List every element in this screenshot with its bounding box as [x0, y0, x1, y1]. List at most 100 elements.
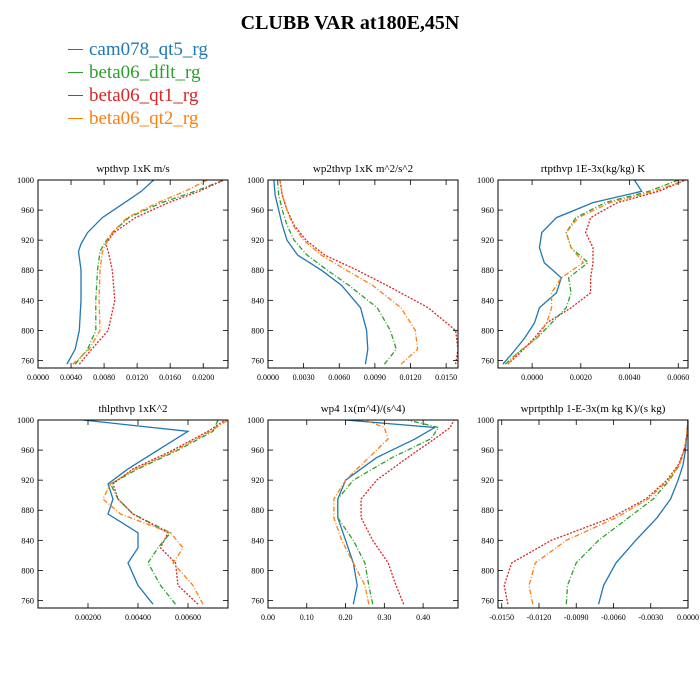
chart-panel: wpthvp 1xK m/s 760 800 840 880 920 960 1000 0.00…	[17, 163, 229, 382]
y-tick-label: 800	[251, 565, 264, 575]
chart-panel: wp4 1x(m^4)/(s^4) 760 800 840 880 920 960 1000 0…	[247, 403, 459, 622]
y-tick-label: 800	[481, 325, 494, 335]
legend-label: beta06_qt1_rg	[89, 85, 199, 106]
series-group	[502, 180, 686, 365]
y-tick-label: 800	[21, 565, 34, 575]
series-line	[337, 420, 440, 605]
legend-swatch	[68, 118, 83, 119]
series-line	[82, 420, 190, 605]
x-tick-label: 0.0120	[126, 373, 148, 382]
series-line	[102, 420, 228, 605]
x-tick-label: 0.00	[261, 613, 275, 622]
x-tick-label: 0.0200	[192, 373, 214, 382]
series-line	[528, 420, 688, 605]
panel-title: thlpthvp 1xK^2	[98, 403, 167, 415]
panel-title: rtpthvp 1E-3x(kg/kg) K	[541, 163, 646, 175]
y-tick-label: 880	[481, 265, 494, 275]
x-tick-label: 0.40	[416, 613, 430, 622]
x-tick-label: 0.0030	[293, 373, 315, 382]
x-tick-label: -0.0150	[489, 613, 514, 622]
series-line	[565, 420, 688, 605]
series-line	[504, 180, 679, 365]
y-tick-label: 840	[21, 535, 34, 545]
legend-entry: beta06_qt2_rg	[68, 107, 208, 130]
panel-title: wpthvp 1xK m/s	[96, 163, 169, 175]
x-tick-label: 0.0090	[364, 373, 386, 382]
series-group	[333, 420, 455, 605]
series-line	[276, 180, 398, 365]
x-tick-label: 0.00400	[125, 613, 151, 622]
chart-panel: thlpthvp 1xK^2 760 800 840 880 920 960 1000 0.00…	[17, 403, 229, 622]
y-tick-label: 880	[481, 505, 494, 515]
x-tick-label: 0.20	[339, 613, 353, 622]
chart-panel: wprtpthlp 1-E-3x(m kg K)/(s kg) 760 800 840…	[477, 403, 699, 622]
legend-entry: beta06_qt1_rg	[68, 84, 208, 107]
series-line	[66, 180, 155, 365]
y-tick-label: 920	[481, 235, 494, 245]
x-tick-label: 0.00200	[75, 613, 101, 622]
series-line	[74, 180, 225, 365]
chart-panel: rtpthvp 1E-3x(kg/kg) K 760 800 840 880 920 960…	[477, 163, 689, 382]
x-tick-label: 0.0160	[159, 373, 181, 382]
legend-label: beta06_qt2_rg	[89, 108, 199, 129]
x-tick-label: -0.0060	[601, 613, 626, 622]
x-tick-label: 0.0060	[328, 373, 350, 382]
plot-frame	[267, 179, 459, 369]
x-tick-label: 0.0060	[667, 373, 689, 382]
y-tick-label: 800	[251, 325, 264, 335]
x-tick-label: 0.0000	[257, 373, 279, 382]
series-line	[333, 420, 389, 605]
y-tick-label: 840	[251, 535, 264, 545]
y-tick-label: 1000	[17, 175, 34, 185]
x-tick-label: -0.0090	[564, 613, 589, 622]
y-tick-label: 1000	[17, 415, 34, 425]
x-tick-label: 0.0000	[677, 613, 699, 622]
series-line	[597, 420, 688, 605]
y-tick-label: 960	[21, 205, 34, 215]
series-line	[279, 180, 419, 365]
series-group	[66, 180, 225, 365]
series-group	[82, 420, 228, 605]
y-tick-label: 760	[481, 595, 494, 605]
x-tick-label: -0.0030	[638, 613, 663, 622]
legend-entry: cam078_qt5_rg	[68, 38, 208, 61]
series-group	[503, 420, 688, 605]
y-tick-label: 880	[21, 265, 34, 275]
y-tick-label: 920	[21, 235, 34, 245]
figure-title: CLUBB VAR at180E,45N	[240, 12, 460, 34]
y-tick-label: 920	[21, 475, 34, 485]
series-line	[112, 420, 226, 605]
y-tick-label: 760	[251, 355, 264, 365]
series-line	[507, 180, 686, 365]
panel-title: wp2thvp 1xK m^2/s^2	[313, 163, 413, 175]
y-tick-label: 840	[21, 295, 34, 305]
panel-title: wp4 1x(m^4)/(s^4)	[321, 403, 406, 415]
legend-swatch	[68, 95, 83, 96]
y-tick-label: 960	[481, 205, 494, 215]
series-line	[109, 420, 219, 605]
series-line	[360, 420, 455, 605]
y-tick-label: 880	[21, 505, 34, 515]
y-tick-label: 800	[21, 325, 34, 335]
x-tick-label: -0.0120	[527, 613, 552, 622]
series-line	[279, 180, 458, 365]
y-tick-label: 760	[251, 595, 264, 605]
x-tick-label: 0.0120	[400, 373, 422, 382]
y-tick-label: 920	[251, 475, 264, 485]
legend-label: cam078_qt5_rg	[89, 39, 208, 60]
series-group	[273, 180, 458, 365]
y-tick-label: 840	[481, 535, 494, 545]
x-tick-label: 0.0000	[521, 373, 543, 382]
legend-label: beta06_dflt_rg	[89, 62, 201, 83]
panel-title: wprtpthlp 1-E-3x(m kg K)/(s kg)	[521, 403, 666, 415]
plot-frame	[37, 419, 229, 609]
y-tick-label: 1000	[477, 415, 494, 425]
x-tick-label: 0.0040	[619, 373, 641, 382]
y-tick-label: 960	[21, 445, 34, 455]
chart-panel: wp2thvp 1xK m^2/s^2 760 800 840 880 920 960 100…	[247, 163, 459, 382]
y-tick-label: 1000	[247, 175, 264, 185]
y-tick-label: 1000	[477, 175, 494, 185]
series-line	[337, 420, 437, 605]
